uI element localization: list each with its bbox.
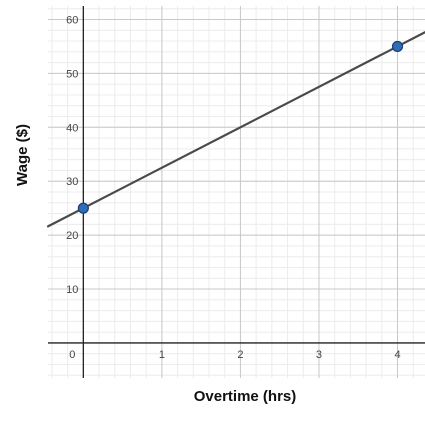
x-tick-label: 2 — [237, 349, 243, 361]
y-tick-label: 10 — [66, 284, 78, 296]
axes — [48, 6, 425, 378]
x-tick-label: 1 — [159, 349, 165, 361]
y-tick-label: 60 — [66, 14, 78, 26]
x-tick-label: 4 — [394, 349, 400, 361]
wage-line — [46, 31, 425, 228]
y-tick-label: 20 — [66, 230, 78, 242]
y-tick-label: 50 — [66, 68, 78, 80]
x-axis-title: Overtime (hrs) — [194, 388, 297, 405]
x-tick-label: 3 — [316, 349, 322, 361]
series — [46, 31, 425, 228]
y-tick-label: 40 — [66, 122, 78, 134]
x-tick-label: 0 — [69, 349, 75, 361]
tick-labels: 0 1 2 3 4 10 20 30 40 50 60 — [66, 14, 400, 360]
y-tick-label: 30 — [66, 176, 78, 188]
data-point — [391, 40, 404, 53]
data-point — [77, 202, 89, 214]
y-axis-title: Wage ($) — [14, 124, 31, 186]
